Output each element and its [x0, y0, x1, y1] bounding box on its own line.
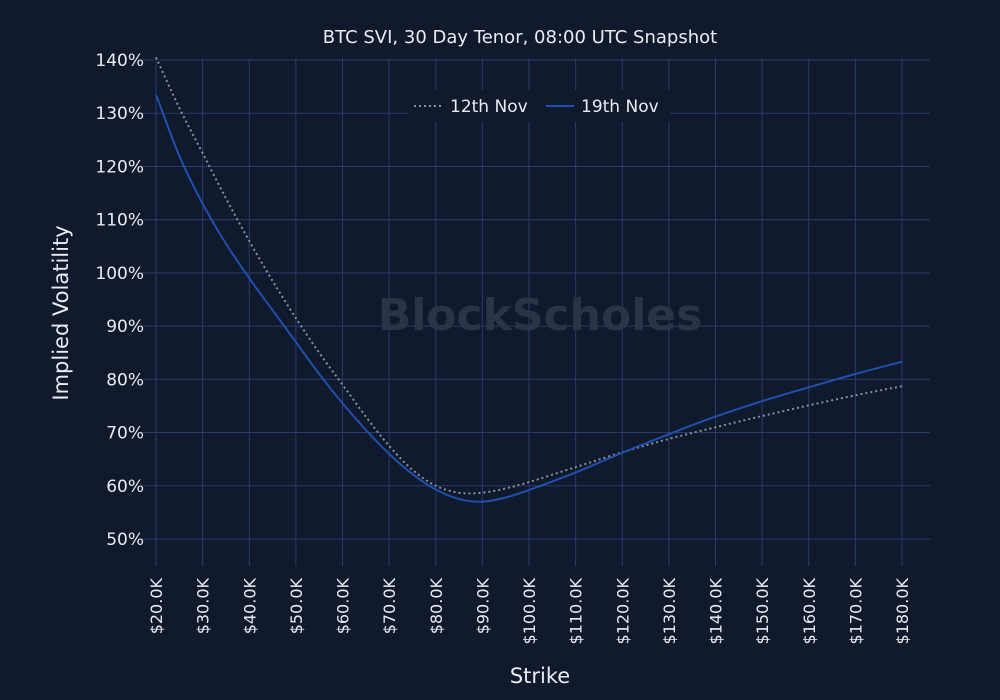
x-tick-label: $120.0K	[613, 578, 632, 645]
x-tick-label: $150.0K	[753, 578, 772, 645]
x-axis-label: Strike	[510, 664, 570, 688]
y-axis-label: Implied Volatility	[49, 225, 73, 400]
x-tick-label: $100.0K	[520, 578, 539, 645]
x-tick-label: $70.0K	[380, 577, 399, 634]
y-tick-label: 140%	[95, 51, 144, 71]
y-tick-label: 110%	[95, 211, 144, 231]
x-tick-label: $40.0K	[240, 577, 259, 634]
y-tick-label: 50%	[106, 530, 144, 550]
legend-label-19th-nov: 19th Nov	[581, 97, 659, 117]
series-lines	[155, 56, 903, 503]
x-tick-label: $160.0K	[800, 578, 819, 645]
x-tick-label: $50.0K	[287, 577, 306, 634]
y-tick-label: 70%	[106, 424, 144, 444]
y-tick-label: 80%	[106, 370, 144, 390]
y-tick-label: 120%	[95, 157, 144, 177]
x-tick-label: $110.0K	[567, 578, 586, 645]
y-tick-label: 60%	[106, 477, 144, 497]
legend-label-12th-nov: 12th Nov	[450, 97, 528, 117]
x-tick-label: $30.0K	[194, 577, 213, 634]
x-tick-label: $170.0K	[846, 578, 865, 645]
x-tick-label: $130.0K	[660, 578, 679, 645]
x-tick-label: $60.0K	[334, 577, 353, 634]
legend: 12th Nov 19th Nov	[408, 90, 670, 122]
x-tick-label: $80.0K	[427, 577, 446, 634]
series-line-12th-nov	[155, 56, 903, 495]
x-tick-label: $140.0K	[707, 578, 726, 645]
y-tick-label: 130%	[95, 104, 144, 124]
grid	[142, 58, 930, 566]
y-tick-label: 100%	[95, 264, 144, 284]
watermark: BlockScholes	[378, 290, 703, 341]
legend-background	[408, 90, 670, 122]
x-tick-labels: $20.0K $30.0K $40.0K $50.0K $60.0K $70.0K $80.…	[147, 577, 912, 644]
x-tick-label: $20.0K	[147, 577, 166, 634]
chart-title: BTC SVI, 30 Day Tenor, 08:00 UTC Snapsho…	[323, 27, 717, 48]
series-line-19th-nov	[155, 94, 903, 503]
x-tick-label: $90.0K	[473, 577, 492, 634]
y-tick-label: 90%	[106, 317, 144, 337]
x-tick-label: $180.0K	[893, 578, 912, 645]
y-tick-labels: 50% 60% 70% 80% 90% 100% 110% 120% 130% 140%	[95, 51, 144, 550]
